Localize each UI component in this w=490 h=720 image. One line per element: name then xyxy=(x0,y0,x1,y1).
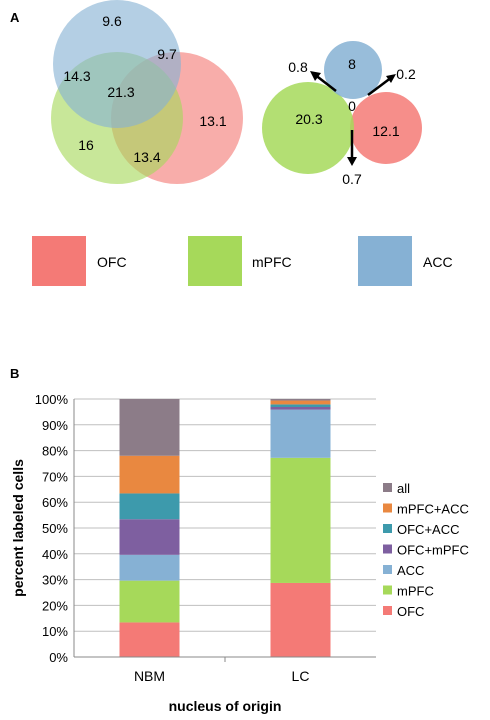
y-axis-label: percent labeled cells xyxy=(10,459,26,597)
venn2-mpfc-circle xyxy=(262,82,354,174)
x-tick-label: LC xyxy=(292,668,310,684)
bar-segment-lc-mpfc-acc xyxy=(270,400,331,405)
chart-axes xyxy=(73,399,376,662)
venn2-acc-ofc: 0.2 xyxy=(396,66,416,82)
legend-ofc-label: OFC xyxy=(97,254,127,270)
legend-swatch xyxy=(383,503,392,513)
y-tick-label: 100% xyxy=(35,392,69,407)
legend-swatch xyxy=(383,585,392,595)
arrowhead-acc-mpfc xyxy=(310,71,321,81)
venn2-mpfc-only: 20.3 xyxy=(295,111,322,127)
y-tick-label: 30% xyxy=(42,573,68,588)
bar-segment-nbm-mpfc-acc xyxy=(119,455,180,494)
venn1-acc-only: 9.6 xyxy=(102,13,122,29)
legend-label: mPFC xyxy=(397,584,434,599)
venn1-ofc-only: 13.1 xyxy=(199,113,226,129)
legend-label: all xyxy=(397,481,410,496)
bar-segment-nbm-all xyxy=(119,399,180,456)
legend-acc-label: ACC xyxy=(423,254,453,270)
legend-ofc-swatch xyxy=(32,236,86,286)
venn2-ofc-circle xyxy=(350,92,422,164)
bar-segment-lc-mpfc xyxy=(270,457,331,583)
y-tick-labels: 0% 10% 20% 30% 40% 50% 60% 70% 80% 90% 100% xyxy=(35,392,69,665)
bar-segment-lc-ofc xyxy=(270,582,331,657)
chart-bars xyxy=(119,399,331,657)
venn1-acc-circle xyxy=(53,0,181,128)
y-tick-label: 10% xyxy=(42,624,68,639)
venn2-acc-circle xyxy=(324,41,382,99)
y-tick-label: 40% xyxy=(42,547,68,562)
y-tick-label: 50% xyxy=(42,521,68,536)
y-tick-label: 20% xyxy=(42,598,68,613)
x-tick-labels: NBM LC xyxy=(134,668,310,684)
chart-gridlines xyxy=(74,398,376,632)
legend-label: OFC+mPFC xyxy=(397,543,469,558)
bar-segment-nbm-ofc xyxy=(119,622,180,657)
venn2-all: 0 xyxy=(348,98,356,114)
legend-swatch xyxy=(383,524,392,533)
venn2-acc-only: 8 xyxy=(348,56,356,72)
panel-b-label: B xyxy=(10,366,19,381)
legend-acc-swatch xyxy=(358,236,412,286)
bar-segment-nbm-acc xyxy=(119,554,180,581)
x-axis-label: nucleus of origin xyxy=(169,698,282,714)
venn1-acc-ofc: 9.7 xyxy=(157,46,177,62)
y-tick-label: 90% xyxy=(42,418,68,433)
venn1-mpfc-only: 16 xyxy=(78,137,94,153)
venn-diagram-1: 9.6 14.3 9.7 21.3 16 13.4 13.1 xyxy=(51,0,243,184)
bar-segment-lc-acc xyxy=(270,409,331,458)
arrowhead-mpfc-ofc xyxy=(347,157,357,166)
venn1-all: 21.3 xyxy=(107,84,134,100)
bar-segment-nbm-ofc-acc xyxy=(119,493,180,520)
venn-legend: OFC mPFC ACC xyxy=(32,236,453,286)
bar-segment-lc-all xyxy=(270,399,331,401)
venn1-acc-mpfc: 14.3 xyxy=(63,68,90,84)
legend-label: OFC xyxy=(397,604,424,619)
legend-label: OFC+ACC xyxy=(397,522,459,537)
bar-segment-nbm-mpfc xyxy=(119,580,180,623)
legend-label: ACC xyxy=(397,563,424,578)
y-tick-label: 60% xyxy=(42,495,68,510)
legend-swatch xyxy=(383,544,392,554)
legend-mpfc-swatch xyxy=(188,236,242,286)
legend-swatch xyxy=(383,565,392,574)
bar-segment-nbm-ofc-mpfc xyxy=(119,519,180,555)
venn2-ofc-only: 12.1 xyxy=(372,123,399,139)
chart-legend: all mPFC+ACC OFC+ACC OFC+mPFC ACC mPFC OFC xyxy=(383,481,469,619)
y-tick-label: 70% xyxy=(42,469,68,484)
legend-swatch xyxy=(383,483,392,492)
arrow-acc-ofc xyxy=(367,76,393,96)
y-tick-label: 0% xyxy=(49,650,68,665)
venn1-mpfc-ofc: 13.4 xyxy=(133,149,160,165)
panel-a-label: A xyxy=(10,10,20,25)
venn2-mpfc-ofc: 0.7 xyxy=(342,171,362,187)
legend-mpfc-label: mPFC xyxy=(252,254,292,270)
y-tick-label: 80% xyxy=(42,444,68,459)
bar-segment-lc-ofc-acc xyxy=(270,404,331,407)
venn2-acc-mpfc: 0.8 xyxy=(288,59,308,75)
legend-swatch xyxy=(383,606,392,615)
x-tick-label: NBM xyxy=(134,668,165,684)
arrowhead-acc-ofc xyxy=(386,74,396,83)
legend-label: mPFC+ACC xyxy=(397,502,469,517)
bar-segment-lc-ofc-mpfc xyxy=(270,406,331,410)
venn-diagram-2: 8 0.8 0.2 0 20.3 12.1 0.7 xyxy=(262,41,422,187)
